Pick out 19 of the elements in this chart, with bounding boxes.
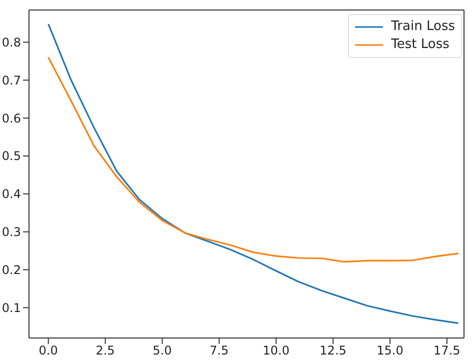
x-tick-label: 17.5 bbox=[434, 344, 460, 358]
y-tick-label: 0.2 bbox=[2, 263, 21, 278]
legend-label: Test Loss bbox=[391, 36, 450, 54]
x-tick-label: 15.0 bbox=[376, 344, 404, 358]
y-tick-label: 0.3 bbox=[2, 225, 21, 240]
x-tick-label: 5.0 bbox=[152, 344, 172, 358]
y-tick-label: 0.1 bbox=[2, 300, 21, 315]
y-tick-label: 0.6 bbox=[2, 111, 21, 126]
x-tick-label: 10.0 bbox=[262, 344, 290, 358]
legend-label: Train Loss bbox=[391, 18, 455, 36]
x-tick-label: 12.5 bbox=[320, 344, 346, 358]
line-series bbox=[48, 56, 460, 263]
x-tick-label: 0.0 bbox=[38, 344, 58, 358]
y-tick-label: 0.8 bbox=[2, 35, 21, 50]
y-tick-label: 0.7 bbox=[2, 73, 21, 88]
x-tick-label: 7.5 bbox=[210, 344, 229, 358]
y-tick-label: 0.4 bbox=[2, 187, 21, 202]
x-tick-label: 2.5 bbox=[96, 344, 115, 358]
y-tick-label: 0.5 bbox=[2, 149, 21, 164]
